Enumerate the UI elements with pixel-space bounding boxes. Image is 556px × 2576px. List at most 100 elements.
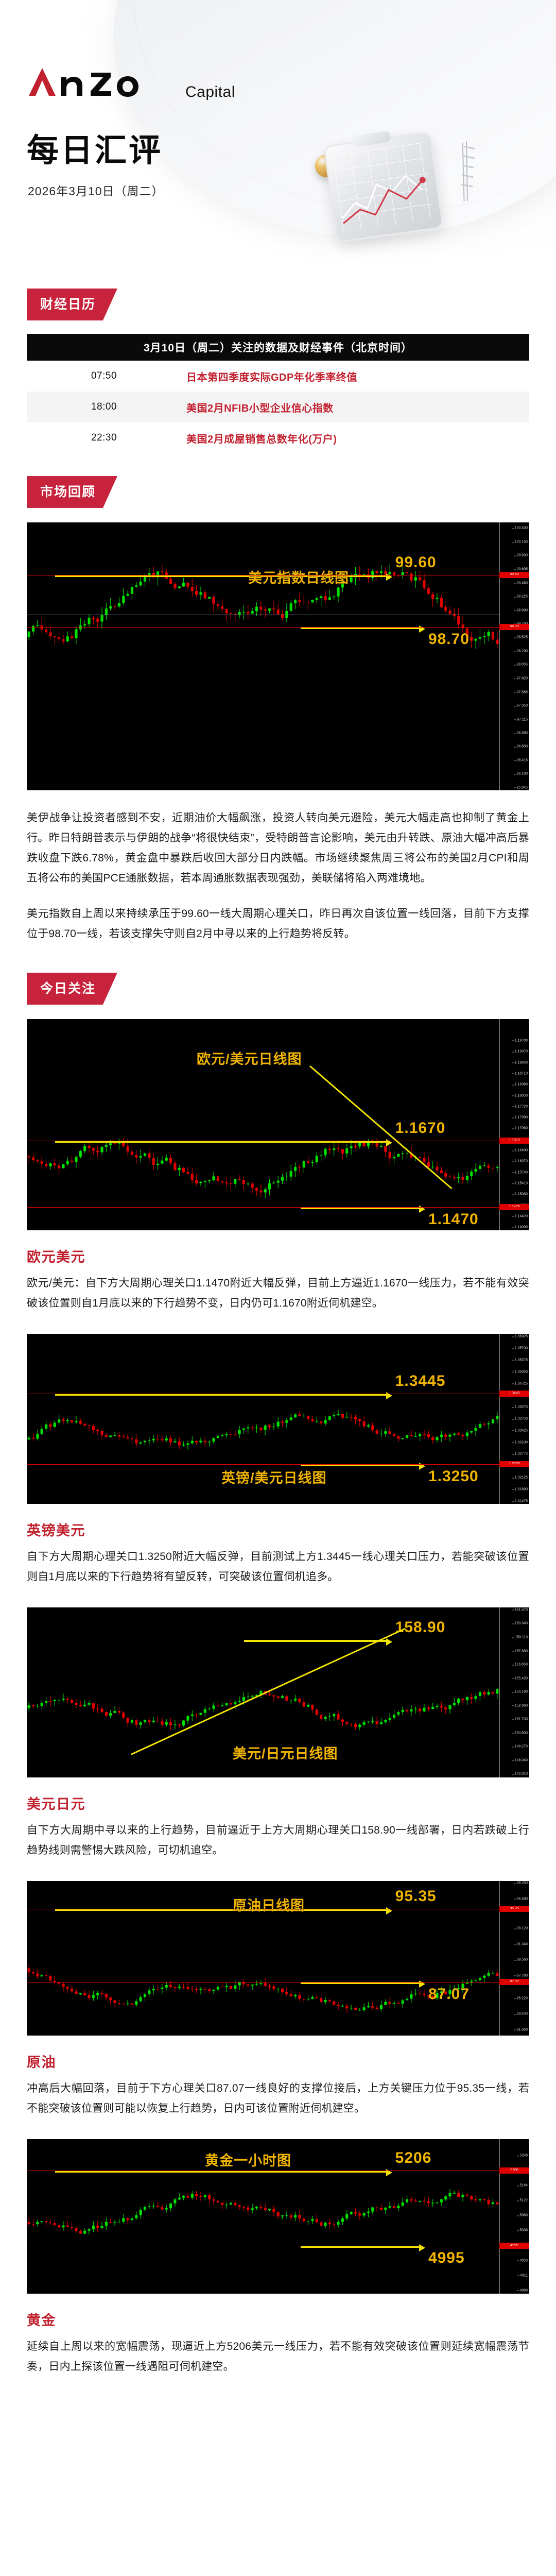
calendar-event: 美国2月NFIB小型企业信心指数 — [186, 402, 334, 414]
table-row[interactable]: 18:00 美国2月NFIB小型企业信心指数 — [27, 392, 529, 422]
chart-y-tick: 1.31475 — [512, 1499, 528, 1503]
candlestick-series — [27, 564, 499, 649]
chart-y-tick: 89.560 — [514, 1958, 528, 1962]
calendar-time: 22:30 — [91, 432, 117, 443]
chart-level-arrow — [301, 1205, 425, 1213]
chart-y-tick: 98.055 — [514, 663, 528, 667]
chart-y-tick: 1.35375 — [512, 1358, 528, 1362]
chart-level-arrow — [301, 1980, 425, 1988]
market-review-paragraph-2: 美元指数自上周以来持续承压于99.60一线大周期心理关口，昨日再次自该位置一线回… — [27, 908, 529, 940]
chart-price-label: 1.3445 — [395, 1372, 446, 1389]
chart-title: 原油日线图 — [233, 1898, 305, 1913]
chart-level-arrow — [301, 1462, 425, 1470]
chart-eurusd[interactable]: 1.1670 1.1470 1.19700 1.19370 1.19040 1.1871… — [27, 1019, 529, 1230]
chart-price-label: 1.1670 — [395, 1119, 446, 1137]
chart-y-tick: 99.695 — [514, 567, 528, 571]
chart-y-tick: 1.36025 — [512, 1334, 528, 1338]
chart-y-axis: 98.25096.48095.35093.12091.34089.56087.7… — [499, 1881, 529, 2036]
chart-y-tick: 95.945 — [514, 786, 528, 790]
chart-y-tick: 1.33425 — [512, 1429, 528, 1433]
chart-y-tick: 149.270 — [512, 1744, 528, 1749]
chart-y-tick: 5038 — [517, 2228, 528, 2232]
chart-y-tick: 1.35700 — [512, 1346, 528, 1350]
chart-y-axis: 5248520651645122508050384995495349114869… — [499, 2139, 529, 2294]
section-heading-usdjpy: 美元日元 — [27, 1797, 85, 1812]
chart-y-tick: 93.120 — [514, 1926, 528, 1930]
chart-plot-area: 5206 4995 — [27, 2139, 499, 2294]
chart-y-tick: 1.35050 — [512, 1370, 528, 1374]
chart-y-tick: 1.34725 — [512, 1382, 528, 1386]
chart-y-tick: 1.19370 — [512, 1049, 528, 1054]
chart-y-tick: 154.190 — [512, 1690, 528, 1694]
chart-y-tick: 156.650 — [512, 1663, 528, 1667]
page-title: 每日汇评 — [27, 133, 163, 168]
candlestick-series — [27, 1964, 499, 2013]
chart-level-arrow — [301, 625, 425, 633]
candlestick-series — [27, 1410, 499, 1450]
chart-y-axis: 161.570 160.340 159.110 157.880 156.650 155.4… — [499, 1607, 529, 1777]
chart-y-tick: 96.180 — [514, 772, 528, 776]
chart-price-label: 4995 — [428, 2249, 465, 2266]
market-review-paragraph-1: 美伊战争让投资者感到不安，近期油价大幅飙涨，投资人转向美元避险，美元大幅走高也抑… — [27, 812, 529, 884]
chart-y-tick: 157.880 — [512, 1649, 528, 1653]
chart-plot-area: 1.1670 1.1470 — [27, 1019, 499, 1230]
section-body-usdjpy: 自下方大周期中寻以来的上行趋势，目前逼近于上方大周期心理关口158.90一线部署… — [27, 1824, 529, 1856]
chart-y-tick: 99.225 — [514, 595, 528, 599]
chart-y-tick: 1.15410 — [512, 1181, 528, 1185]
section-heading-eurusd: 欧元美元 — [27, 1249, 85, 1265]
chart-y-tick: 97.585 — [514, 690, 528, 694]
chart-level-arrow — [55, 1907, 392, 1914]
calendar-table: 07:50 日本第四季度实际GDP年化季率终值 18:00 美国2月NFIB小型… — [27, 361, 529, 453]
chart-y-tick: 1.17060 — [512, 1126, 528, 1130]
chart-plot-area: 158.90 — [27, 1607, 499, 1777]
chart-y-tick: 87.780 — [514, 1974, 528, 1978]
chart-y-tick: 99.930 — [514, 553, 528, 557]
chart-y-tick: 146.810 — [512, 1772, 528, 1776]
calendar-tag-wrap: 财经日历 — [27, 289, 529, 320]
chart-y-tick: 1.16400 — [512, 1148, 528, 1153]
chart-y-tick: 4953 — [517, 2259, 528, 2263]
chart-level-arrow — [55, 1139, 392, 1146]
decor-trend-line-icon — [342, 175, 426, 224]
table-row[interactable]: 22:30 美国2月成屋销售总数年化(万户) — [27, 422, 529, 453]
chart-y-tick: 97.350 — [514, 704, 528, 708]
section-tag-calendar: 财经日历 — [27, 289, 117, 320]
chart-level-arrow — [244, 1638, 393, 1646]
anzo-wordmark-icon — [29, 68, 138, 97]
chart-y-tick: 1.17720 — [512, 1105, 528, 1109]
chart-y-tick: 1.18380 — [512, 1082, 528, 1087]
chart-plot-area: 1.3445 1.3250 — [27, 1334, 499, 1504]
chart-plot-area: 95.35 87.07 — [27, 1881, 499, 2036]
brand-logo: Capital — [27, 67, 235, 101]
chart-price-label: 95.35 — [395, 1888, 437, 1905]
calendar-time: 18:00 — [91, 401, 117, 412]
decor-ladder-icon — [461, 141, 475, 201]
section-body-gbpusd: 自下方大周期心理关口1.3250附近大幅反弹，目前测试上方1.3445一线心理关… — [27, 1551, 529, 1583]
chart-level-arrow — [55, 1392, 392, 1399]
chart-y-tick: 1.14420 — [512, 1214, 528, 1218]
chart-y-tick: 160.340 — [512, 1621, 528, 1625]
chart-y-tick: 96.415 — [514, 758, 528, 762]
chart-y-tick: 85.220 — [514, 1996, 528, 2001]
chart-title: 美元指数日线图 — [248, 570, 349, 586]
chart-usdjpy[interactable]: 158.90 161.570 160.340 159.110 157.880 156.6… — [27, 1607, 529, 1777]
chart-y-tick: 97.115 — [514, 718, 528, 722]
chart-y-tick: 97.820 — [514, 676, 528, 681]
section-heading-gold: 黄金 — [27, 2313, 56, 2328]
section-tag-market-review: 市场回顾 — [27, 476, 117, 508]
chart-y-tick: 5080 — [517, 2213, 528, 2217]
chart-y-tick: 1.19700 — [512, 1039, 528, 1043]
chart-level-arrow — [55, 2169, 392, 2177]
chart-y-tick: 100.400 — [512, 526, 528, 530]
chart-price-label: 1.1470 — [428, 1210, 479, 1228]
chart-y-tick: 159.110 — [512, 1635, 528, 1639]
chart-gbpusd[interactable]: 1.3445 1.3250 1.36025 1.35700 1.35375 1.3505… — [27, 1334, 529, 1504]
table-row[interactable]: 07:50 日本第四季度实际GDP年化季率终值 — [27, 361, 529, 392]
chart-y-tick: 81.660 — [514, 2028, 528, 2032]
chart-price-label: 98.70 — [428, 631, 470, 648]
chart-usd-index[interactable]: 99.60 98.70 100.400 100.160 99.930 99.695 99.… — [27, 522, 529, 790]
chart-y-tick: 1.31800 — [512, 1487, 528, 1492]
chart-gold[interactable]: 5206 4995 5248 5206 5164 5122 5080 5038 4995 495… — [27, 2139, 529, 2294]
candlestick-series — [27, 2189, 499, 2235]
